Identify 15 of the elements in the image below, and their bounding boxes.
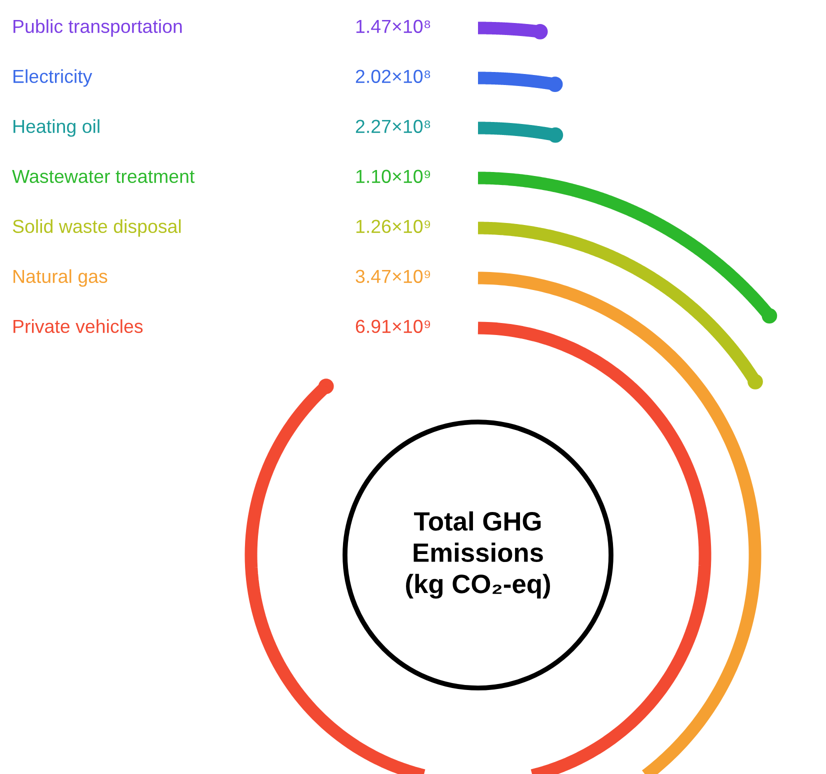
data-label: 1.26×10⁹ <box>356 220 430 234</box>
category-label: Natural gas <box>14 269 108 287</box>
data-label: 2.27×10⁸ <box>356 120 430 134</box>
data-label: 6.91×10⁹ <box>356 320 430 334</box>
category-label: Wastewater treatment <box>12 170 195 184</box>
data-label: 1.47×10⁸ <box>356 20 430 34</box>
category-label: Private vehicles <box>14 319 143 334</box>
category-label: Heating oil <box>14 119 100 137</box>
category-label: Electricity <box>14 69 92 87</box>
category-label: Solid waste disposal <box>12 219 181 237</box>
data-label: 1.10×10⁹ <box>356 170 430 184</box>
category-label: Public transportation <box>14 19 182 37</box>
text: Total GHG Emissions (kg CO₂-eq) <box>406 511 550 599</box>
data-label: 3.47×10⁹ <box>356 270 430 284</box>
data-label: 2.02×10⁸ <box>356 70 430 84</box>
